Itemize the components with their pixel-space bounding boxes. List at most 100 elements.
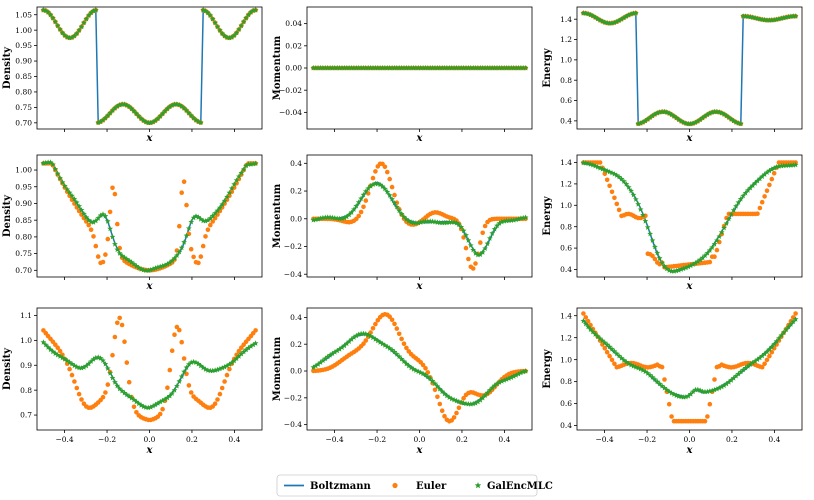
galenc-point	[522, 65, 529, 71]
y-tick-label: 0.0	[290, 214, 302, 223]
euler-point	[669, 414, 674, 419]
galenc-point	[104, 218, 111, 224]
y-tick-label: 0.4	[560, 421, 572, 430]
galenc-point	[42, 159, 49, 166]
galenc-point	[97, 118, 104, 125]
galenc-point	[42, 341, 49, 348]
galenc-point	[62, 183, 68, 189]
galenc-point	[391, 65, 398, 71]
galenc-point	[97, 212, 104, 218]
galenc-point	[470, 65, 476, 71]
galenc-point	[231, 357, 237, 364]
galenc-point	[174, 252, 180, 258]
galenc-point	[709, 109, 715, 115]
galenc-point	[761, 171, 768, 177]
galenc-point	[138, 266, 144, 272]
euler-point	[425, 370, 431, 375]
galenc-point	[764, 169, 770, 175]
euler-point	[373, 169, 378, 174]
euler-point	[370, 175, 376, 181]
galenc-point	[410, 65, 417, 71]
galenc-point	[363, 65, 369, 71]
galenc-point	[243, 346, 249, 353]
galenc-point	[114, 382, 121, 389]
y-tick-label: 0.4	[560, 265, 572, 274]
galenc-point	[503, 217, 510, 224]
galenc-point	[224, 193, 230, 200]
galenc-point	[429, 65, 436, 71]
galenc-point	[351, 65, 357, 71]
euler-point	[604, 177, 610, 183]
galenc-point	[231, 181, 237, 187]
plot-area	[580, 159, 799, 274]
galenc-point	[711, 108, 718, 115]
galenc-point	[623, 13, 630, 19]
euler-point	[119, 322, 125, 328]
y-tick-label: 0.2	[290, 340, 302, 349]
galenc-point	[95, 119, 102, 125]
euler-point	[179, 339, 184, 345]
y-axis-label: Density	[2, 347, 13, 390]
galenc-point	[396, 65, 403, 71]
galenc-point	[709, 244, 715, 250]
galenc-point	[690, 120, 696, 126]
galenc-point	[790, 13, 797, 19]
galenc-point	[379, 340, 386, 347]
galenc-point	[484, 240, 491, 247]
galenc-point	[728, 211, 735, 217]
euler-point	[105, 236, 111, 242]
galenc-point	[320, 214, 326, 221]
axes-frame	[36, 154, 263, 278]
galenc-point	[444, 392, 450, 399]
galenc-point	[324, 353, 331, 360]
euler-point	[387, 176, 393, 182]
galenc-point	[585, 323, 591, 330]
galenc-point	[587, 11, 594, 18]
galenc-point	[143, 404, 149, 410]
galenc-point	[155, 264, 161, 270]
galenc-point	[252, 340, 259, 346]
galenc-point	[503, 376, 510, 382]
galenc-point	[680, 394, 687, 400]
x-tick-label: −0.2	[368, 435, 386, 444]
euler-point	[167, 367, 173, 373]
euler-point	[616, 207, 622, 213]
galenc-point	[104, 112, 111, 119]
galenc-point	[83, 214, 90, 220]
galenc-point	[131, 108, 137, 114]
galenc-point	[190, 214, 197, 221]
galenc-point	[197, 119, 204, 125]
galenc-point	[171, 387, 178, 393]
galenc-point	[221, 364, 228, 370]
galenc-point	[737, 196, 744, 202]
galenc-point	[85, 12, 92, 18]
galenc-point	[618, 16, 625, 22]
galenc-point	[384, 189, 391, 195]
galenc-point	[697, 116, 704, 122]
boltzmann-line	[43, 162, 256, 271]
euler-point	[404, 345, 409, 351]
y-tick-label: 0.0	[290, 367, 302, 376]
x-axis-label: x	[686, 133, 694, 144]
galenc-point	[374, 180, 381, 187]
galenc-point	[463, 232, 469, 238]
galenc-point	[697, 387, 704, 393]
y-tick-label: 1.2	[560, 333, 572, 342]
euler-point	[91, 234, 96, 239]
galenc-point	[735, 371, 742, 377]
euler-point	[112, 191, 118, 197]
euler-point	[160, 406, 165, 412]
galenc-point	[93, 217, 99, 224]
y-axis-label: Momentum	[272, 336, 283, 401]
galenc-point	[365, 185, 372, 191]
galenc-point	[219, 365, 226, 371]
galenc-point	[752, 180, 758, 186]
galenc-point	[429, 378, 436, 384]
galenc-point	[599, 337, 606, 344]
galenc-point	[181, 368, 187, 375]
galenc-point	[164, 261, 171, 267]
galenc-point	[776, 163, 782, 169]
euler-point	[93, 243, 99, 249]
galenc-point	[773, 164, 780, 170]
galenc-point	[42, 7, 49, 14]
